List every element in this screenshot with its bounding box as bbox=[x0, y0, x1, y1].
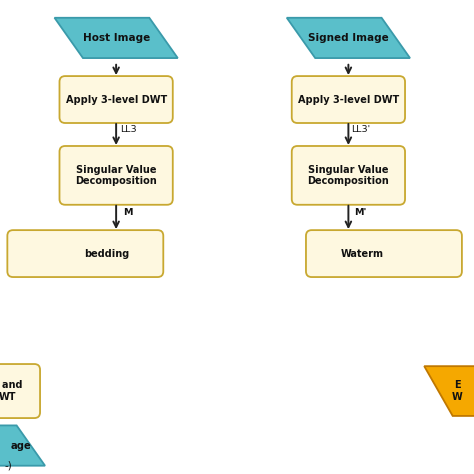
Text: bedding: bedding bbox=[84, 248, 129, 259]
FancyBboxPatch shape bbox=[306, 230, 462, 277]
Polygon shape bbox=[287, 18, 410, 58]
Text: Apply 3-level DWT: Apply 3-level DWT bbox=[298, 94, 399, 105]
Text: Waterm: Waterm bbox=[341, 248, 384, 259]
Text: LL3: LL3 bbox=[119, 125, 137, 134]
Text: M: M bbox=[123, 208, 133, 217]
Text: -): -) bbox=[5, 460, 12, 471]
FancyBboxPatch shape bbox=[60, 76, 173, 123]
FancyBboxPatch shape bbox=[60, 146, 173, 205]
Polygon shape bbox=[424, 366, 474, 416]
FancyBboxPatch shape bbox=[292, 76, 405, 123]
Text: age: age bbox=[11, 440, 32, 451]
Text: Signed Image: Signed Image bbox=[308, 33, 389, 43]
Text: M': M' bbox=[354, 208, 366, 217]
FancyBboxPatch shape bbox=[292, 146, 405, 205]
FancyBboxPatch shape bbox=[0, 364, 40, 418]
Text: Singular Value
Decomposition: Singular Value Decomposition bbox=[308, 164, 389, 186]
Text: E
W: E W bbox=[452, 380, 463, 402]
Text: LL3': LL3' bbox=[351, 125, 370, 134]
Text: Apply 3-level DWT: Apply 3-level DWT bbox=[65, 94, 167, 105]
Text: Singular Value
Decomposition: Singular Value Decomposition bbox=[75, 164, 157, 186]
FancyBboxPatch shape bbox=[7, 230, 163, 277]
Text: e and
WT: e and WT bbox=[0, 380, 22, 402]
Polygon shape bbox=[0, 426, 45, 465]
Text: Host Image: Host Image bbox=[82, 33, 150, 43]
Polygon shape bbox=[55, 18, 178, 58]
